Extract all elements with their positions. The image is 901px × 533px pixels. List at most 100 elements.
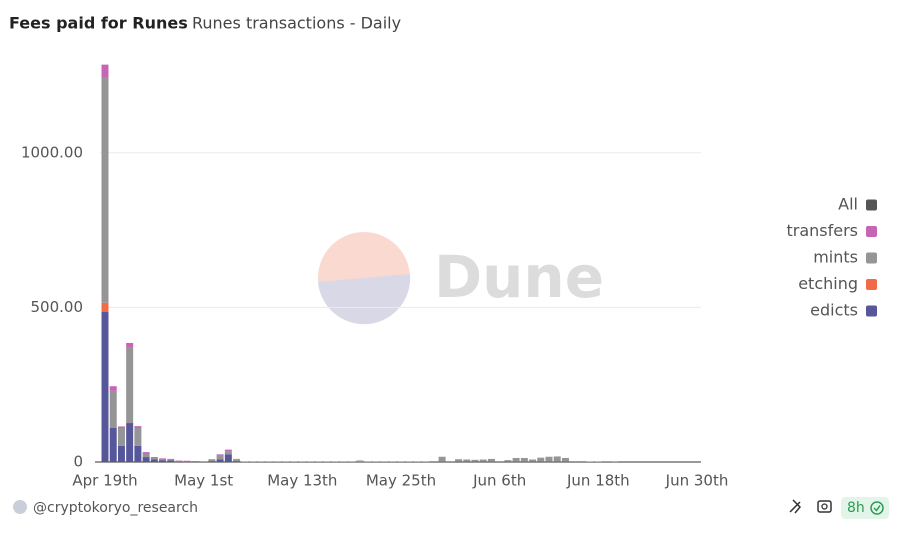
- legend-swatch[interactable]: [866, 200, 877, 211]
- bar-segment: [529, 460, 536, 462]
- bar-segment: [455, 459, 462, 461]
- watermark-logo-part: [318, 274, 410, 324]
- bar-segment: [250, 461, 257, 462]
- author-avatar: [13, 500, 27, 514]
- bar-segment: [554, 456, 561, 461]
- x-tick-label: May 13th: [267, 472, 337, 490]
- bar-segment: [217, 460, 224, 462]
- bar-segment: [159, 458, 166, 459]
- legend-label: All: [838, 195, 858, 214]
- bar-segment: [504, 460, 511, 462]
- bar-segment: [282, 461, 289, 462]
- x-tick-label: Jun 30th: [665, 472, 729, 490]
- bar-segment: [488, 459, 495, 462]
- bar-segment: [151, 457, 158, 458]
- bar-segment: [389, 461, 396, 462]
- bar-segment: [225, 451, 232, 454]
- bar-segment: [118, 426, 125, 428]
- bar-segment: [447, 461, 454, 462]
- bar-segment: [159, 459, 166, 460]
- bar-segment: [562, 458, 569, 462]
- bar-segment: [422, 461, 429, 462]
- legend-label: edicts: [810, 301, 858, 320]
- bar-segment: [126, 423, 133, 462]
- bar-segment: [110, 428, 117, 462]
- bar-segment: [578, 461, 585, 462]
- bar-segment: [134, 446, 141, 462]
- legend-label: transfers: [786, 221, 858, 240]
- bar-segment: [217, 454, 224, 455]
- screenshot-icon[interactable]: [818, 501, 831, 512]
- bar-segment: [143, 452, 150, 454]
- bar-segment: [274, 461, 281, 462]
- bar-segment: [102, 77, 109, 303]
- bar-segment: [233, 461, 240, 462]
- embed-icon[interactable]: [790, 500, 800, 513]
- bar-segment: [406, 461, 413, 462]
- x-tick-label: Jun 6th: [472, 472, 526, 490]
- refresh-text: 8h: [847, 500, 865, 516]
- bar-segment: [381, 461, 388, 462]
- bar-segment: [472, 460, 479, 462]
- bar-segment: [217, 455, 224, 460]
- y-tick-label: 500.00: [31, 298, 84, 316]
- bar-segment: [184, 461, 191, 462]
- bar-segment: [291, 461, 298, 462]
- y-tick-label: 1000.00: [21, 143, 83, 161]
- bar-segment: [521, 458, 528, 462]
- bar-segment: [258, 461, 265, 462]
- bar-segment: [126, 347, 133, 423]
- bar-segment: [143, 457, 150, 462]
- bar-segment: [430, 461, 437, 462]
- bar-segment: [439, 457, 446, 462]
- watermark-text: Dune: [434, 243, 604, 311]
- x-tick-label: May 1st: [174, 472, 233, 490]
- bar-segment: [307, 461, 314, 462]
- watermark: Dune: [318, 232, 604, 324]
- bar-segment: [513, 458, 520, 462]
- bar-segment: [134, 426, 141, 428]
- bar-segment: [208, 461, 215, 462]
- bar-segment: [102, 65, 109, 77]
- bar-segment: [603, 461, 610, 462]
- bar-segment: [167, 460, 174, 462]
- screenshot-icon-lens: [822, 504, 827, 509]
- bar-segment: [324, 461, 331, 462]
- bar-segment: [110, 386, 117, 391]
- bar-segment: [537, 458, 544, 462]
- chart-subtitle: Runes transactions - Daily: [192, 14, 401, 33]
- bar-segment: [134, 428, 141, 446]
- bar-segment: [340, 461, 347, 462]
- bar-segment: [118, 446, 125, 462]
- bar-segment: [233, 459, 240, 461]
- bar-segment: [299, 461, 306, 462]
- bar-segment: [102, 312, 109, 462]
- bar-segment: [266, 461, 273, 462]
- bar-segment: [496, 461, 503, 462]
- legend-swatch: [866, 306, 877, 317]
- bar-segment: [225, 454, 232, 462]
- bar-segment: [151, 460, 158, 462]
- bar-segment: [126, 343, 133, 347]
- bar-segment: [439, 461, 446, 462]
- bar-segment: [570, 461, 577, 462]
- bar-segment: [356, 460, 363, 462]
- bar-segment: [167, 459, 174, 460]
- bar-segment: [176, 461, 183, 462]
- bar-segment: [595, 461, 602, 462]
- bar-segment: [102, 303, 109, 312]
- bar-segment: [159, 460, 166, 462]
- bar-segment: [332, 461, 339, 462]
- bar-segment: [143, 454, 150, 457]
- bar-segment: [208, 460, 215, 462]
- bar-segment: [480, 460, 487, 462]
- bar-segment: [587, 461, 594, 462]
- author: @cryptokoryo_research: [33, 500, 198, 516]
- bar-segment: [118, 428, 125, 446]
- y-tick-label: 0: [73, 453, 83, 471]
- bar-segment: [398, 461, 405, 462]
- bar-segment: [176, 461, 183, 462]
- legend-label: etching: [798, 274, 858, 293]
